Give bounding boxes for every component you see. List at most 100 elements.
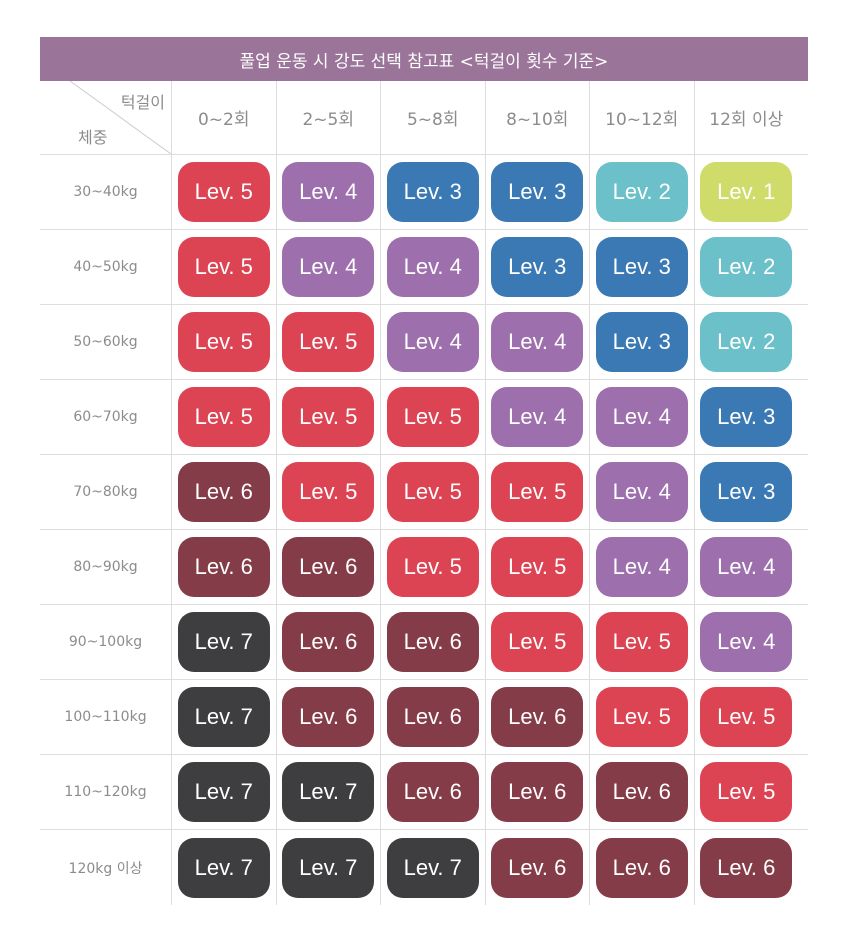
column-header: 8~10회 (484, 81, 590, 154)
level-badge: Lev. 6 (595, 762, 688, 822)
table-cell: Lev. 2 (693, 305, 799, 379)
table-header: 턱걸이 체중 0~2회 2~5회 5~8회 8~10회 10~12회 12회 이상 (40, 81, 808, 155)
level-badge: Lev. 4 (700, 612, 793, 672)
table-cell: Lev. 5 (693, 755, 799, 829)
table-row: 120kg 이상 Lev. 7 Lev. 7 Lev. 7 Lev. 6 Lev. 6 Le… (40, 830, 808, 905)
column-header: 10~12회 (589, 81, 694, 154)
level-badge: Lev. 4 (386, 312, 479, 372)
table-cell: Lev. 4 (589, 455, 694, 529)
table-cell: Lev. 6 (380, 605, 485, 679)
table-cell: Lev. 2 (589, 155, 694, 229)
level-badge: Lev. 6 (282, 537, 375, 597)
table-cell: Lev. 4 (693, 530, 799, 604)
level-badge: Lev. 2 (595, 162, 688, 222)
level-badge: Lev. 3 (595, 237, 688, 297)
level-badge: Lev. 6 (386, 687, 479, 747)
corner-header: 턱걸이 체중 (40, 81, 171, 154)
level-badge: Lev. 6 (491, 762, 584, 822)
level-badge: Lev. 4 (700, 537, 793, 597)
table-cell: Lev. 7 (275, 830, 381, 905)
row-header: 80~90kg (73, 559, 138, 575)
table-cell: Lev. 3 (693, 380, 799, 454)
level-badge: Lev. 7 (282, 762, 375, 822)
table-cell: Lev. 5 (484, 530, 590, 604)
table-cell: Lev. 6 (589, 755, 694, 829)
table-cell: Lev. 3 (484, 230, 590, 304)
table-cell: Lev. 6 (693, 830, 799, 905)
table-cell: Lev. 4 (693, 605, 799, 679)
table-cell: Lev. 6 (275, 680, 381, 754)
level-badge: Lev. 1 (700, 162, 793, 222)
level-badge: Lev. 3 (491, 237, 584, 297)
level-badge: Lev. 6 (491, 837, 584, 898)
level-badge: Lev. 5 (595, 687, 688, 747)
table-cell: Lev. 5 (589, 605, 694, 679)
level-badge: Lev. 5 (491, 612, 584, 672)
level-badge: Lev. 7 (177, 687, 270, 747)
table-row: 90~100kg Lev. 7 Lev. 6 Lev. 6 Lev. 5 Lev. 5 Le… (40, 605, 808, 680)
table-row: 60~70kg Lev. 5 Lev. 5 Lev. 5 Lev. 4 Lev. 4 Lev… (40, 380, 808, 455)
level-badge: Lev. 5 (595, 612, 688, 672)
table-cell: Lev. 4 (589, 380, 694, 454)
table-cell: Lev. 4 (275, 155, 381, 229)
level-badge: Lev. 5 (700, 762, 793, 822)
table-cell: Lev. 3 (589, 230, 694, 304)
table-cell: Lev. 7 (171, 830, 276, 905)
table-cell: Lev. 5 (589, 680, 694, 754)
level-badge: Lev. 3 (595, 312, 688, 372)
reference-table: 풀업 운동 시 강도 선택 참고표 <턱걸이 횟수 기준> 턱걸이 체중 0~2… (40, 37, 808, 905)
table-cell: Lev. 4 (484, 380, 590, 454)
table-cell: Lev. 7 (171, 605, 276, 679)
level-badge: Lev. 5 (386, 537, 479, 597)
level-badge: Lev. 5 (282, 312, 375, 372)
row-header: 70~80kg (73, 484, 138, 500)
level-badge: Lev. 4 (386, 237, 479, 297)
table-row: 40~50kg Lev. 5 Lev. 4 Lev. 4 Lev. 3 Lev. 3 Lev… (40, 230, 808, 305)
level-badge: Lev. 6 (177, 462, 270, 522)
table-cell: Lev. 4 (380, 230, 485, 304)
level-badge: Lev. 5 (700, 687, 793, 747)
level-badge: Lev. 6 (386, 762, 479, 822)
row-header: 90~100kg (68, 634, 143, 650)
table-row: 30~40kg Lev. 5 Lev. 4 Lev. 3 Lev. 3 Lev. 2 Lev… (40, 155, 808, 230)
table-cell: Lev. 3 (589, 305, 694, 379)
row-header: 40~50kg (73, 259, 138, 275)
level-badge: Lev. 3 (700, 462, 793, 522)
level-badge: Lev. 5 (177, 312, 270, 372)
table-cell: Lev. 7 (275, 755, 381, 829)
level-badge: Lev. 6 (282, 612, 375, 672)
level-badge: Lev. 3 (700, 387, 793, 447)
table-cell: Lev. 5 (275, 455, 381, 529)
column-header: 12회 이상 (693, 81, 799, 154)
level-badge: Lev. 7 (177, 612, 270, 672)
level-badge: Lev. 7 (177, 837, 270, 898)
level-badge: Lev. 6 (386, 612, 479, 672)
level-badge: Lev. 3 (491, 162, 584, 222)
row-header: 30~40kg (73, 184, 138, 200)
level-badge: Lev. 4 (491, 312, 584, 372)
level-badge: Lev. 5 (177, 237, 270, 297)
level-badge: Lev. 5 (282, 462, 375, 522)
table-cell: Lev. 4 (380, 305, 485, 379)
level-badge: Lev. 5 (177, 387, 270, 447)
table-cell: Lev. 5 (171, 305, 276, 379)
table-cell: Lev. 3 (484, 155, 590, 229)
level-badge: Lev. 7 (177, 762, 270, 822)
level-badge: Lev. 5 (282, 387, 375, 447)
table-cell: Lev. 7 (171, 680, 276, 754)
table-cell: Lev. 4 (589, 530, 694, 604)
column-header: 2~5회 (275, 81, 381, 154)
column-axis-label: 턱걸이 (120, 93, 165, 112)
table-cell: Lev. 5 (380, 455, 485, 529)
table-cell: Lev. 7 (380, 830, 485, 905)
table-cell: Lev. 5 (171, 380, 276, 454)
row-header: 50~60kg (73, 334, 138, 350)
table-row: 50~60kg Lev. 5 Lev. 5 Lev. 4 Lev. 4 Lev. 3 Lev… (40, 305, 808, 380)
level-badge: Lev. 6 (491, 687, 584, 747)
table-title: 풀업 운동 시 강도 선택 참고표 <턱걸이 횟수 기준> (40, 37, 808, 81)
level-badge: Lev. 4 (595, 537, 688, 597)
level-badge: Lev. 6 (700, 837, 793, 898)
level-badge: Lev. 6 (282, 687, 375, 747)
